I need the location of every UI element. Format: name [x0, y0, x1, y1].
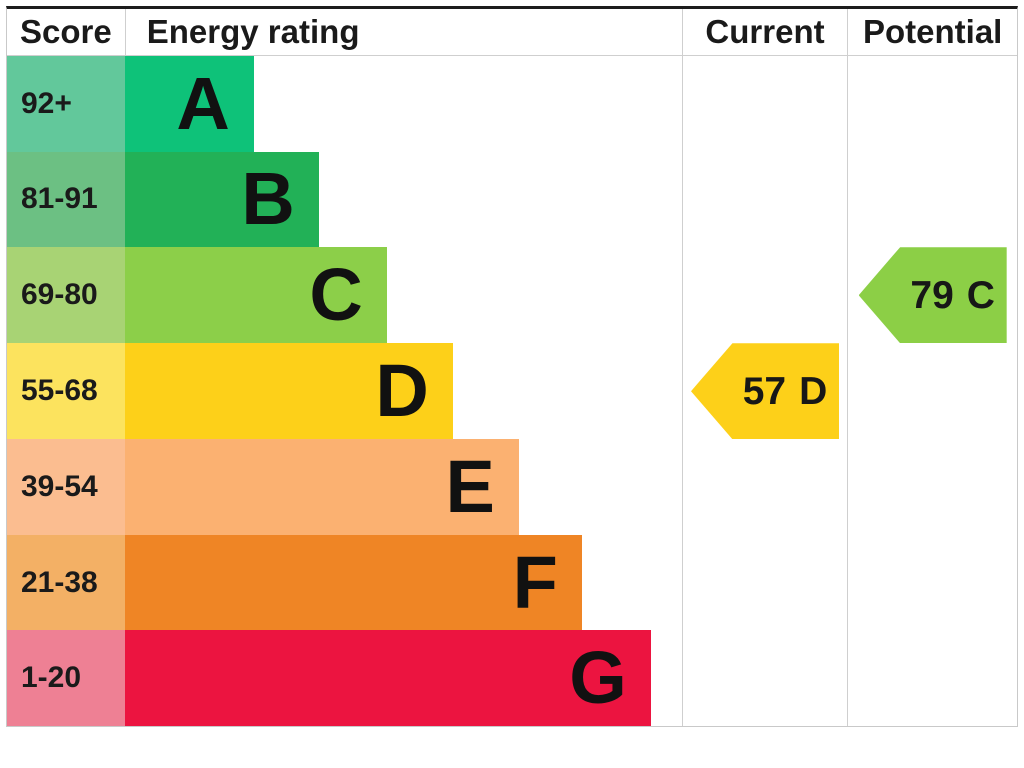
potential-cell: 79 C — [847, 247, 1017, 344]
rating-bar: G — [124, 630, 651, 726]
rating-letter: F — [512, 540, 558, 624]
potential-cell — [847, 534, 1017, 631]
band-row: 69-80 C 79 C — [7, 247, 1017, 344]
rating-bar: D — [124, 343, 453, 440]
score-cell: 55-68 — [7, 343, 125, 440]
table-header-row: Score Energy rating Current Potential — [7, 9, 1017, 56]
header-potential: Potential — [847, 9, 1017, 55]
rating-bar: F — [124, 534, 582, 631]
header-energy-rating: Energy rating — [124, 9, 682, 55]
rating-letter: C — [309, 253, 363, 337]
current-arrow-score: 57 — [742, 369, 787, 413]
current-cell — [681, 247, 848, 344]
score-cell: 39-54 — [7, 439, 125, 535]
epc-table: Score Energy rating Current Potential 92… — [6, 6, 1018, 727]
score-cell: 21-38 — [7, 534, 125, 631]
rating-cell: B — [124, 151, 682, 248]
potential-cell — [847, 343, 1017, 440]
rating-letter: D — [375, 349, 429, 433]
band-row: 92+ A — [7, 56, 1017, 152]
current-arrow-letter: D — [799, 369, 828, 413]
current-cell — [681, 630, 848, 726]
score-cell: 1-20 — [7, 630, 125, 726]
band-row: 81-91 B — [7, 151, 1017, 248]
current-cell — [681, 151, 848, 248]
rating-bar: E — [124, 439, 519, 535]
rating-cell: C — [124, 247, 682, 344]
rating-cell: G — [124, 630, 682, 726]
rating-letter: A — [176, 61, 230, 145]
rating-letter: B — [241, 157, 295, 241]
band-row: 55-68 D 57 D — [7, 343, 1017, 440]
header-score: Score — [20, 13, 112, 50]
rating-cell: A — [124, 56, 682, 152]
potential-cell — [847, 151, 1017, 248]
potential-arrow-score: 79 — [910, 273, 954, 317]
current-cell — [681, 534, 848, 631]
current-cell: 57 D — [681, 343, 848, 440]
band-row: 21-38 F — [7, 534, 1017, 631]
rating-letter: E — [445, 444, 495, 528]
header-current: Current — [681, 9, 848, 55]
rating-bar: B — [124, 151, 319, 248]
potential-arrow-letter: C — [966, 273, 995, 317]
rating-letter: G — [569, 636, 627, 720]
rating-cell: F — [124, 534, 682, 631]
current-cell — [681, 56, 848, 152]
rating-bar: C — [124, 247, 387, 344]
rating-cell: D — [124, 343, 682, 440]
score-cell: 92+ — [7, 56, 125, 152]
potential-cell — [847, 439, 1017, 535]
band-row: 1-20 G — [7, 630, 1017, 726]
rating-cell: E — [124, 439, 682, 535]
potential-arrow: 79 C — [858, 247, 1007, 344]
score-cell: 69-80 — [7, 247, 125, 344]
band-rows: 92+ A 81-91 B 69-80 C 79 C 55-68 — [7, 56, 1017, 726]
rating-bar: A — [124, 56, 254, 152]
current-cell — [681, 439, 848, 535]
band-row: 39-54 E — [7, 439, 1017, 535]
score-cell: 81-91 — [7, 151, 125, 248]
potential-cell — [847, 630, 1017, 726]
potential-cell — [847, 56, 1017, 152]
current-arrow: 57 D — [691, 343, 839, 440]
